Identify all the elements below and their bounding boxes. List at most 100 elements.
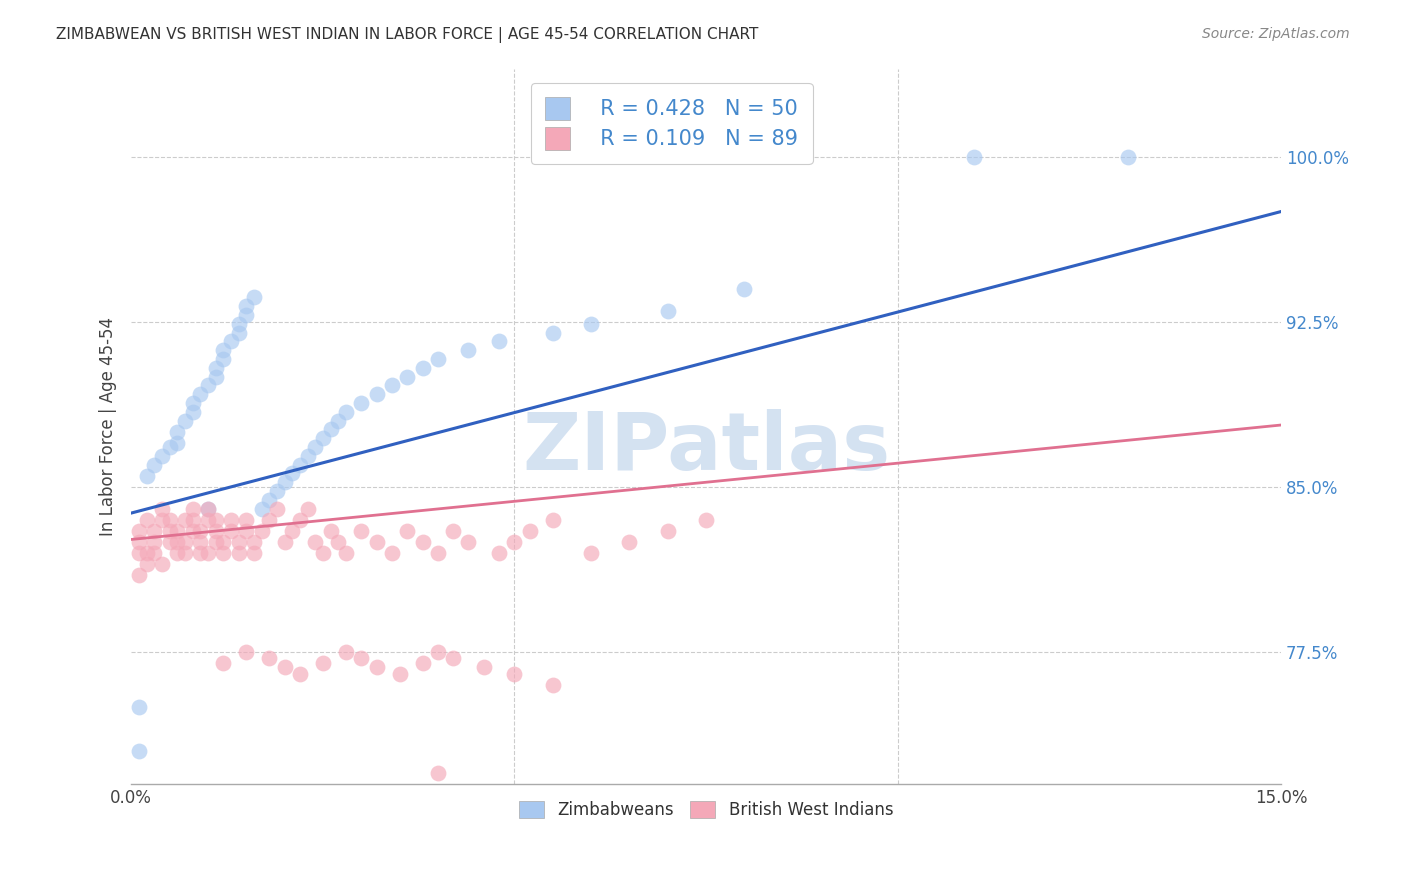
Point <box>457 534 479 549</box>
Point <box>541 326 564 340</box>
Point <box>212 534 235 549</box>
Point <box>297 449 319 463</box>
Point <box>197 546 219 560</box>
Point <box>657 303 679 318</box>
Point <box>441 651 464 665</box>
Point <box>273 534 295 549</box>
Point <box>181 513 204 527</box>
Point <box>204 534 226 549</box>
Point <box>257 492 280 507</box>
Point <box>366 660 388 674</box>
Point <box>319 524 342 538</box>
Point <box>426 765 449 780</box>
Point <box>335 546 357 560</box>
Point <box>388 666 411 681</box>
Point <box>135 513 157 527</box>
Point <box>159 524 181 538</box>
Point <box>228 317 250 331</box>
Point <box>235 645 257 659</box>
Point <box>412 656 434 670</box>
Point <box>235 524 257 538</box>
Point <box>128 567 150 582</box>
Point <box>297 501 319 516</box>
Point <box>328 414 350 428</box>
Point <box>204 360 226 375</box>
Point <box>143 534 166 549</box>
Point <box>266 501 288 516</box>
Text: ZIMBABWEAN VS BRITISH WEST INDIAN IN LABOR FORCE | AGE 45-54 CORRELATION CHART: ZIMBABWEAN VS BRITISH WEST INDIAN IN LAB… <box>56 27 759 43</box>
Point <box>143 458 166 472</box>
Point <box>150 449 173 463</box>
Point <box>350 396 373 410</box>
Point <box>166 534 188 549</box>
Point <box>312 546 335 560</box>
Point <box>243 534 266 549</box>
Point <box>181 501 204 516</box>
Point <box>266 484 288 499</box>
Point <box>135 468 157 483</box>
Point <box>166 425 188 439</box>
Point <box>412 360 434 375</box>
Point <box>128 524 150 538</box>
Point <box>281 467 304 481</box>
Point <box>135 546 157 560</box>
Point <box>503 666 526 681</box>
Point <box>235 513 257 527</box>
Point <box>963 150 986 164</box>
Point <box>426 546 449 560</box>
Point <box>159 440 181 454</box>
Point <box>219 513 242 527</box>
Point <box>128 699 150 714</box>
Point <box>281 524 304 538</box>
Point <box>335 405 357 419</box>
Point <box>212 343 235 358</box>
Point <box>273 660 295 674</box>
Point <box>328 534 350 549</box>
Point <box>150 557 173 571</box>
Point <box>174 414 197 428</box>
Point <box>243 546 266 560</box>
Point <box>541 678 564 692</box>
Point <box>174 546 197 560</box>
Point <box>657 524 679 538</box>
Point <box>519 524 541 538</box>
Point <box>174 513 197 527</box>
Point <box>212 351 235 366</box>
Point <box>312 431 335 445</box>
Point <box>181 524 204 538</box>
Point <box>197 513 219 527</box>
Point <box>396 369 419 384</box>
Point <box>350 524 373 538</box>
Y-axis label: In Labor Force | Age 45-54: In Labor Force | Age 45-54 <box>100 317 117 535</box>
Point <box>273 475 295 490</box>
Point <box>457 343 479 358</box>
Point <box>619 534 641 549</box>
Point <box>197 501 219 516</box>
Point <box>212 656 235 670</box>
Point <box>181 405 204 419</box>
Point <box>128 744 150 758</box>
Point <box>143 524 166 538</box>
Point <box>212 546 235 560</box>
Point <box>228 326 250 340</box>
Point <box>197 378 219 392</box>
Point <box>288 458 311 472</box>
Point <box>188 534 211 549</box>
Point <box>733 282 755 296</box>
Point <box>188 387 211 401</box>
Point <box>579 546 602 560</box>
Point <box>128 546 150 560</box>
Point <box>488 546 510 560</box>
Legend: Zimbabweans, British West Indians: Zimbabweans, British West Indians <box>512 794 900 825</box>
Point <box>381 546 404 560</box>
Point <box>503 534 526 549</box>
Point <box>396 524 419 538</box>
Point <box>204 369 226 384</box>
Point <box>219 334 242 349</box>
Point <box>188 546 211 560</box>
Point <box>319 422 342 436</box>
Point <box>441 524 464 538</box>
Point <box>288 666 311 681</box>
Point <box>135 557 157 571</box>
Point <box>188 524 211 538</box>
